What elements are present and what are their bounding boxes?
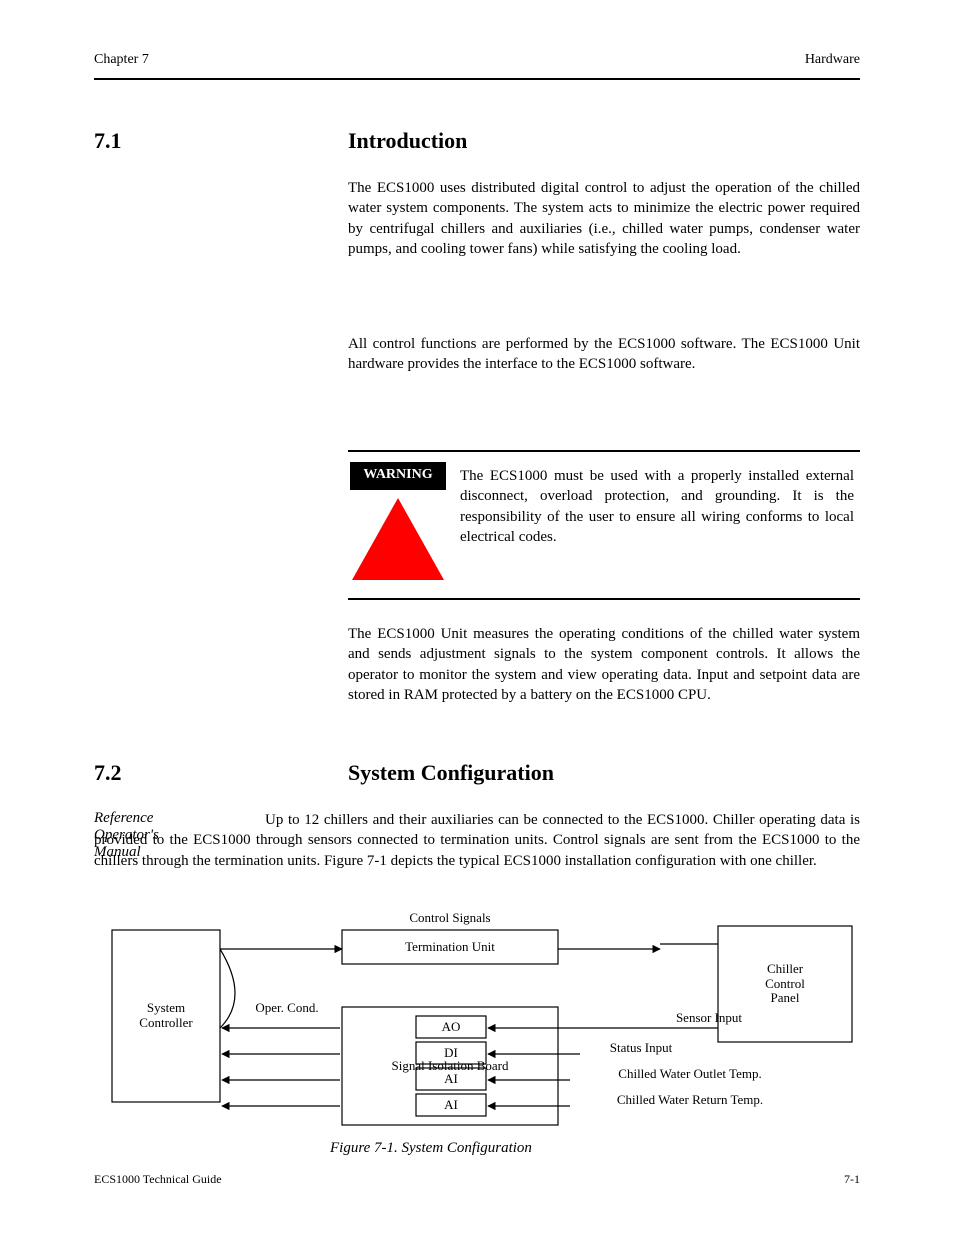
- footer-doc-title: ECS1000 Technical Guide: [94, 1172, 222, 1187]
- diagram-node-ctrl_lbl: Control Signals: [342, 910, 558, 926]
- diagram-node-sensor_lbl: Sensor Input: [654, 1010, 764, 1026]
- diagram-node-ao: AO: [416, 1016, 486, 1038]
- page: Chapter 7 Hardware 7.1 Introduction The …: [0, 0, 954, 1235]
- diagram-node-status_in: Status Input: [591, 1040, 691, 1056]
- diagram-node-system: System Controller: [112, 930, 220, 1102]
- footer-page-number: 7-1: [844, 1172, 860, 1187]
- diagram-node-term: Termination Unit: [342, 930, 558, 964]
- diagram-node-ai2: AI: [416, 1094, 486, 1116]
- diagram-node-chw_ret: Chilled Water Return Temp.: [580, 1092, 800, 1108]
- diagram-node-chw_in: Chilled Water Outlet Temp.: [580, 1066, 800, 1082]
- diagram-node-ai1: AI: [416, 1068, 486, 1090]
- figure-caption: Figure 7-1. System Configuration: [330, 1140, 532, 1157]
- footer: ECS1000 Technical Guide 7-1: [94, 1172, 860, 1187]
- diagram-node-op_cond: Oper. Cond.: [237, 1000, 337, 1016]
- diagram-node-di: DI: [416, 1042, 486, 1064]
